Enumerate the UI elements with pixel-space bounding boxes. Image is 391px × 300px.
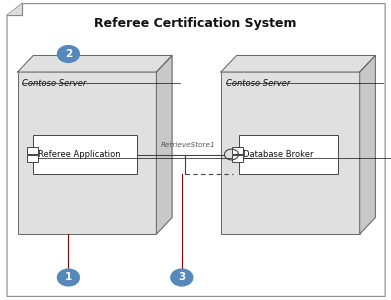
Text: RetrieveStore1: RetrieveStore1 bbox=[161, 142, 215, 148]
Circle shape bbox=[57, 46, 79, 62]
Text: Referee Application: Referee Application bbox=[38, 150, 120, 159]
Text: Contoso Server: Contoso Server bbox=[22, 80, 87, 88]
Circle shape bbox=[171, 269, 193, 286]
Text: 2: 2 bbox=[65, 49, 72, 59]
Text: Database Broker: Database Broker bbox=[243, 150, 314, 159]
Bar bbox=[18, 72, 156, 234]
Bar bbox=[233, 155, 244, 162]
Polygon shape bbox=[7, 4, 22, 15]
Bar bbox=[221, 72, 360, 234]
Bar bbox=[27, 147, 38, 154]
Text: Referee Certification System: Referee Certification System bbox=[94, 16, 297, 29]
Text: Contoso Server: Contoso Server bbox=[226, 80, 290, 88]
Circle shape bbox=[57, 269, 79, 286]
Polygon shape bbox=[18, 56, 172, 72]
Text: 3: 3 bbox=[178, 272, 185, 283]
Polygon shape bbox=[156, 56, 172, 234]
Bar bbox=[33, 135, 137, 174]
Polygon shape bbox=[360, 56, 375, 234]
Bar bbox=[27, 155, 38, 162]
Bar bbox=[233, 147, 244, 154]
Polygon shape bbox=[221, 56, 375, 72]
Bar bbox=[239, 135, 338, 174]
Text: 1: 1 bbox=[65, 272, 72, 283]
